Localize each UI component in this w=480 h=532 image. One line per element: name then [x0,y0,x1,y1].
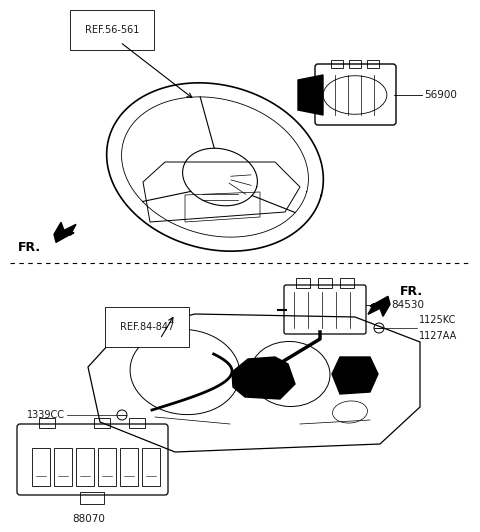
Bar [331,60,343,68]
Text: FR.: FR. [400,285,423,298]
Bar [129,418,145,428]
Bar [349,60,361,68]
Bar [367,60,379,68]
Polygon shape [54,222,76,243]
Polygon shape [332,357,378,394]
Polygon shape [298,75,323,115]
Bar [54,448,72,486]
Text: REF.84-847: REF.84-847 [120,322,174,332]
Bar [318,278,332,288]
Bar [94,418,110,428]
Text: 88070: 88070 [72,514,105,524]
Text: 1125KC: 1125KC [419,315,456,325]
Bar [98,448,116,486]
Bar [120,448,138,486]
Bar [39,418,55,428]
Text: FR.: FR. [18,241,41,254]
Text: 1339CC: 1339CC [27,410,65,420]
Text: 56900: 56900 [424,90,457,100]
Bar [80,492,104,504]
Text: 84530: 84530 [391,300,424,310]
Polygon shape [232,357,295,399]
Polygon shape [368,296,390,317]
Text: REF.56-561: REF.56-561 [85,25,139,35]
Bar [32,448,50,486]
Bar [340,278,354,288]
Text: 1127AA: 1127AA [419,331,457,341]
Bar [76,448,94,486]
Bar [142,448,160,486]
Bar [296,278,310,288]
